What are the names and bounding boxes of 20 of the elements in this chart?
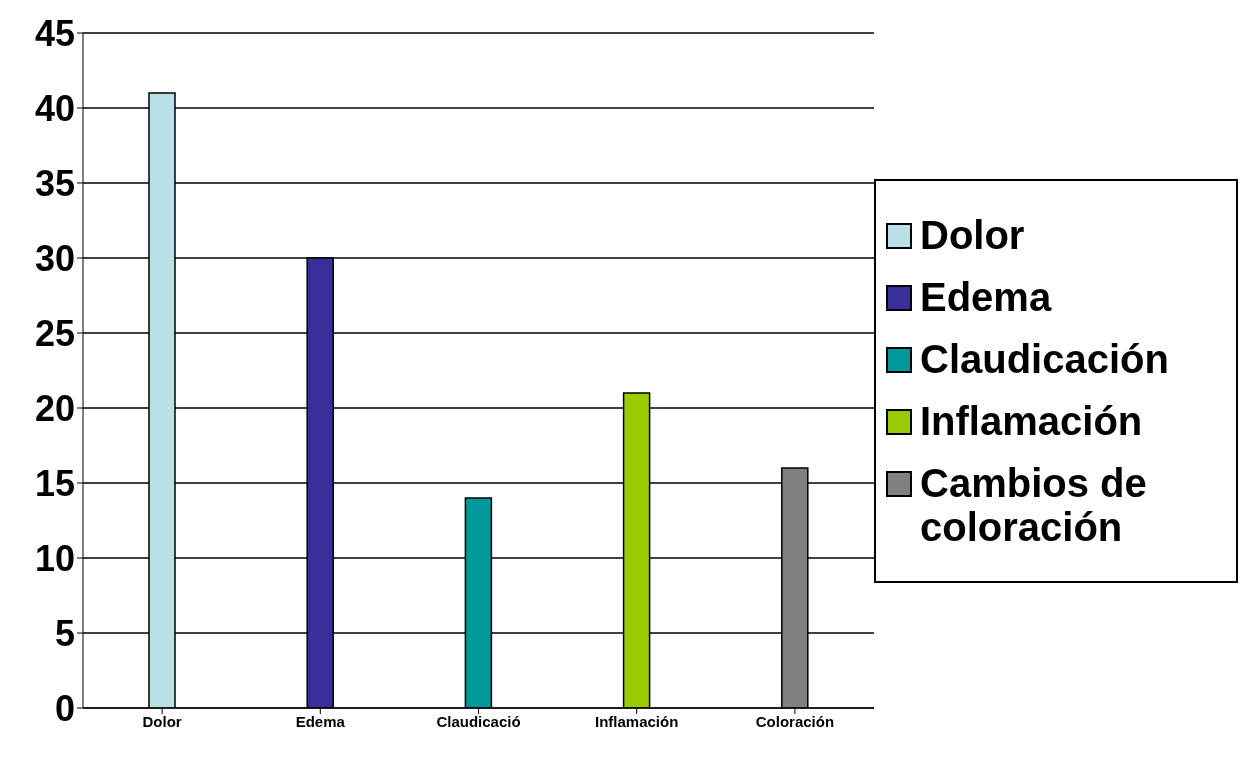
legend-label: Cambios de coloración [920, 460, 1148, 549]
legend-label: Edema [920, 274, 1052, 319]
legend-label: Inflamación [920, 398, 1143, 443]
y-tick-label: 10 [34, 537, 75, 579]
y-tick-label: 30 [34, 237, 75, 279]
y-tick-label: 20 [34, 387, 75, 429]
x-tick-label: Coloración [755, 712, 835, 730]
x-tick-label: Edema [295, 712, 346, 730]
y-tick-label: 35 [34, 162, 75, 204]
y-tick-label: 15 [34, 462, 75, 504]
y-tick-label: 25 [34, 312, 75, 354]
legend-label: Claudicación [920, 336, 1169, 381]
y-tick-label: 45 [34, 12, 75, 54]
y-tick-label: 40 [34, 87, 75, 129]
legend-label: Dolor [920, 212, 1025, 257]
y-tick-label: 0 [54, 687, 75, 729]
x-tick-label: Dolor [142, 712, 182, 730]
x-tick-label: Claudicació [436, 712, 521, 730]
y-tick-label: 5 [54, 612, 75, 654]
x-tick-label: Inflamación [595, 712, 679, 730]
